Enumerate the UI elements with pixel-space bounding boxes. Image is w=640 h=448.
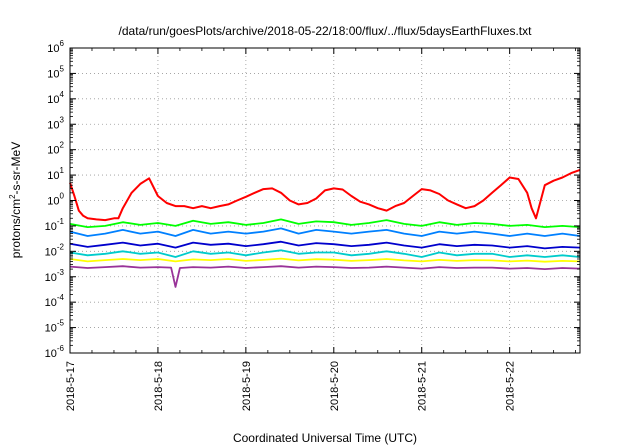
y-tick-label: 10-5 (45, 319, 65, 335)
y-tick-label: 103 (47, 115, 64, 131)
grid-lines (70, 48, 580, 353)
series-line-1 (69, 168, 581, 222)
y-tick-exp: -6 (57, 344, 65, 353)
y-axis: 10-610-510-410-310-210-11001011021031041… (45, 39, 580, 360)
y-tick-label: 105 (47, 64, 64, 80)
y-tick-exp: -2 (57, 242, 65, 251)
y-tick-base: 10 (45, 246, 57, 258)
y-tick-exp: 0 (60, 192, 65, 201)
y-tick-label: 10-4 (45, 293, 65, 309)
y-tick-base: 10 (47, 119, 59, 131)
series-line-5 (69, 249, 581, 258)
y-tick-exp: -1 (57, 217, 65, 226)
y-tick-base: 10 (45, 272, 57, 284)
y-axis-label-sup: 2 (8, 194, 17, 199)
y-tick-label: 10-6 (45, 344, 65, 360)
chart-title: /data/run/goesPlots/archive/2018-05-22/1… (119, 24, 533, 38)
y-tick-label: 101 (47, 166, 64, 182)
y-tick-label: 106 (47, 39, 64, 55)
y-tick-label: 100 (47, 192, 64, 208)
series-line-2 (69, 218, 581, 228)
y-axis-label-base: protons/cm (9, 199, 23, 258)
y-tick-base: 10 (47, 94, 59, 106)
y-tick-base: 10 (45, 221, 57, 233)
y-tick-exp: 2 (60, 141, 65, 150)
series-line-7 (69, 265, 581, 288)
y-tick-label: 10-2 (45, 242, 65, 258)
x-tick-label: 2018-5-18 (153, 361, 165, 411)
y-tick-base: 10 (47, 196, 59, 208)
series-line-3 (69, 227, 581, 237)
y-tick-base: 10 (45, 323, 57, 335)
y-tick-exp: -5 (57, 319, 65, 328)
y-tick-exp: 6 (60, 39, 65, 48)
y-axis-label: protons/cm2-s-sr-MeV (8, 142, 23, 258)
series-line-6 (69, 257, 581, 263)
x-tick-label: 2018-5-19 (241, 361, 253, 411)
y-tick-exp: 1 (60, 166, 65, 175)
y-tick-base: 10 (47, 145, 59, 157)
series-line-4 (69, 240, 581, 250)
y-tick-base: 10 (47, 170, 59, 182)
y-tick-label: 104 (47, 90, 64, 106)
x-tick-label: 2018-5-17 (65, 361, 77, 411)
y-tick-base: 10 (47, 43, 59, 55)
x-tick-label: 2018-5-22 (505, 361, 517, 411)
series-layer (69, 168, 581, 288)
x-tick-label: 2018-5-20 (329, 361, 341, 411)
y-tick-base: 10 (47, 68, 59, 80)
x-tick-label: 2018-5-21 (417, 361, 429, 411)
y-tick-label: 10-3 (45, 268, 65, 284)
y-tick-exp: 4 (60, 90, 65, 99)
y-tick-exp: 3 (60, 115, 65, 124)
y-tick-label: 10-1 (45, 217, 65, 233)
x-axis-label: Coordinated Universal Time (UTC) (233, 431, 417, 445)
y-tick-exp: -4 (57, 293, 65, 302)
y-tick-base: 10 (45, 348, 57, 360)
x-axis: 2018-5-17 2018-5-18 2018-5-19 2018-5-20 2018… (65, 48, 577, 411)
y-tick-exp: 5 (60, 64, 65, 73)
y-tick-base: 10 (45, 297, 57, 309)
y-axis-label-rest: -s-sr-MeV (9, 142, 23, 195)
y-tick-label: 102 (47, 141, 64, 157)
y-tick-exp: -3 (57, 268, 65, 277)
